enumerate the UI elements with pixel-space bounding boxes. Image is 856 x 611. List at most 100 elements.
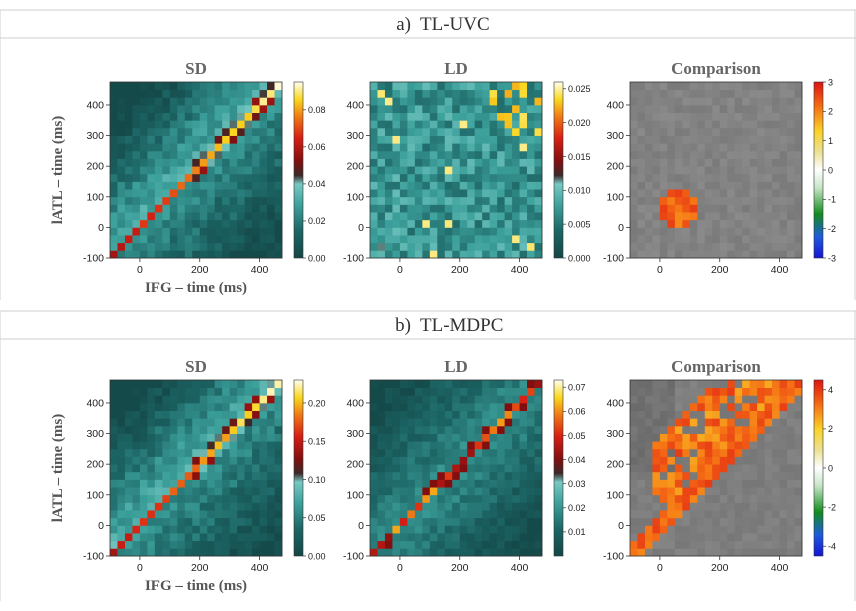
heatmap-cell: [749, 242, 758, 251]
heatmap-cell: [422, 219, 431, 228]
heatmap-cell: [727, 219, 736, 228]
heatmap-cell: [444, 235, 453, 244]
heatmap-cell: [482, 150, 491, 159]
heatmap-cell: [787, 425, 795, 434]
heatmap-cell: [177, 456, 186, 465]
heatmap-cell: [689, 387, 698, 396]
heatmap-cell: [644, 235, 653, 244]
heatmap-cell: [742, 380, 751, 389]
heatmap-cell: [267, 510, 275, 519]
heatmap-cell: [482, 510, 491, 519]
heatmap-cell: [674, 380, 683, 389]
heatmap-cell: [519, 433, 528, 442]
heatmap-cell: [154, 173, 163, 182]
heatmap-cell: [192, 150, 201, 159]
heatmap-cell: [644, 143, 653, 152]
heatmap-cell: [162, 410, 171, 419]
heatmap-cell: [630, 487, 638, 496]
heatmap-cell: [444, 533, 453, 542]
heatmap-cell: [474, 487, 483, 496]
heatmap-cell: [637, 494, 646, 503]
heatmap-cell: [229, 212, 238, 221]
heatmap-cell: [154, 158, 163, 167]
heatmap-cell: [749, 525, 758, 534]
heatmap-cell: [407, 143, 416, 152]
heatmap-cell: [504, 471, 513, 480]
y-tick-label: 200: [606, 459, 624, 471]
heatmap-cell: [117, 181, 126, 190]
heatmap-cell: [637, 189, 646, 198]
heatmap-cell: [704, 471, 713, 480]
heatmap-cell: [719, 471, 728, 480]
heatmap-cell: [674, 464, 683, 473]
x-tick-label: 200: [711, 562, 729, 574]
heatmap-cell: [384, 97, 393, 106]
heatmap-cell: [452, 525, 461, 534]
heatmap-cell: [384, 212, 393, 221]
heatmap-cell: [467, 112, 476, 121]
heatmap-cell: [117, 143, 126, 152]
heatmap-cell: [734, 127, 743, 136]
heatmap-cell: [772, 441, 780, 450]
heatmap-cell: [727, 425, 736, 434]
x-tick-label: 0: [137, 264, 143, 276]
heatmap-cell: [644, 173, 653, 182]
heatmap-cell: [377, 441, 386, 450]
heatmap-cell: [667, 89, 676, 98]
heatmap-cell: [794, 425, 803, 434]
heatmap-cell: [630, 517, 638, 526]
heatmap-cell: [252, 494, 260, 503]
heatmap-cell: [489, 395, 498, 404]
heatmap-cell: [719, 143, 728, 152]
heatmap-cell: [207, 158, 216, 167]
heatmap-cell: [429, 487, 438, 496]
heatmap-cell: [749, 479, 758, 488]
heatmap-cell: [259, 510, 268, 519]
heatmap-cell: [192, 387, 201, 396]
heatmap-cell: [124, 487, 133, 496]
heatmap-cell: [519, 120, 528, 129]
heatmap-cell: [169, 204, 178, 213]
heatmap-cell: [787, 143, 795, 152]
heatmap-cell: [630, 387, 638, 396]
heatmap-cell: [124, 540, 133, 549]
heatmap-cell: [422, 204, 431, 213]
heatmap-cell: [274, 479, 283, 488]
heatmap-cell: [674, 387, 683, 396]
heatmap-cell: [504, 402, 513, 412]
heatmap-cell: [674, 533, 683, 542]
heatmap-cell: [384, 380, 393, 389]
heatmap-cell: [719, 227, 728, 236]
heatmap-cell: [474, 173, 483, 182]
heatmap-cell: [734, 456, 743, 465]
heatmap-cell: [169, 89, 178, 98]
heatmap-cell: [110, 402, 118, 412]
heatmap-cell: [259, 448, 268, 457]
heatmap-cell: [422, 189, 431, 198]
heatmap-cell: [489, 402, 498, 412]
heatmap-cell: [452, 227, 461, 236]
heatmap-cell: [377, 89, 386, 98]
heatmap-cell: [207, 387, 216, 396]
heatmap-cell: [117, 135, 126, 144]
heatmap-cell: [377, 510, 386, 519]
heatmap-cell: [527, 120, 535, 129]
y-tick-label: 0: [358, 222, 364, 234]
heatmap-cell: [787, 235, 795, 244]
heatmap-cell: [229, 410, 238, 419]
heatmap-cell: [757, 250, 766, 259]
heatmap-cell: [512, 471, 520, 480]
heatmap-cell: [422, 97, 431, 106]
heatmap-cell: [659, 502, 668, 511]
heatmap-cell: [274, 235, 283, 244]
heatmap-cell: [117, 395, 126, 404]
heatmap-cell: [659, 425, 668, 434]
heatmap-cell: [757, 112, 766, 121]
heatmap-cell: [169, 242, 178, 251]
heatmap-cell: [444, 196, 453, 205]
heatmap-cell: [110, 143, 118, 152]
heatmap-cell: [199, 158, 208, 167]
heatmap-cell: [689, 380, 698, 389]
heatmap-cell: [407, 456, 416, 465]
